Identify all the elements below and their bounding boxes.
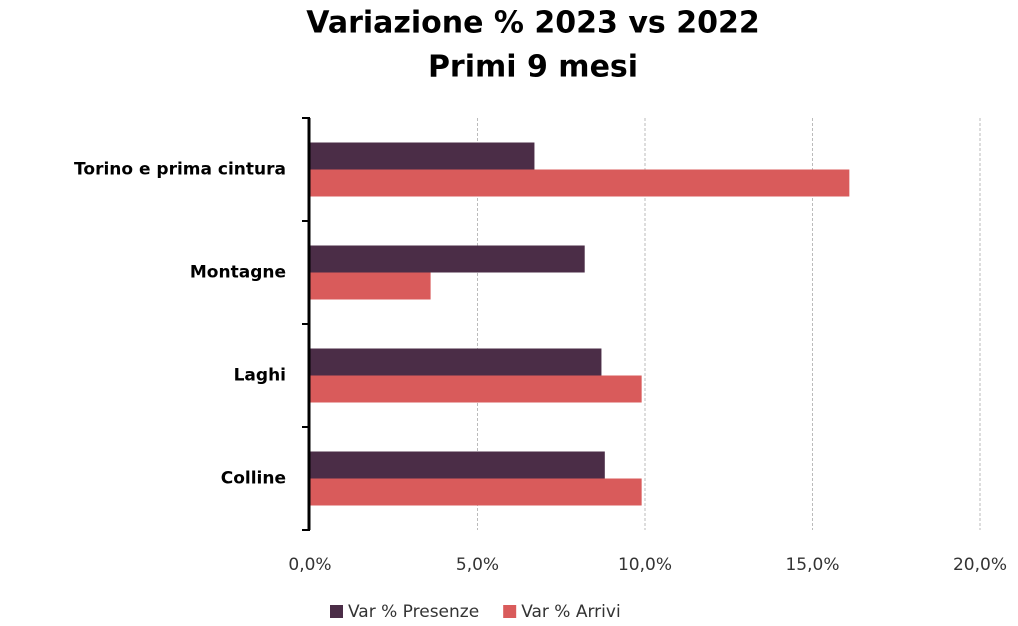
legend-swatch [503,605,517,618]
y-tick-label: Colline [221,469,286,489]
x-tick-label: 5,0% [456,555,499,575]
x-tick-label: 20,0% [953,555,1007,575]
chart-subtitle: Primi 9 mesi [428,50,638,85]
y-tick-label: Montagne [190,263,286,283]
y-tick-label: Torino e prima cintura [74,160,286,180]
bar [310,375,642,403]
bar [310,142,535,170]
x-tick-label: 10,0% [618,555,672,575]
y-tick-label: Laghi [234,366,286,386]
legend-label: Var % Presenze [348,602,479,622]
bar [310,451,605,479]
legend-label: Var % Arrivi [521,602,621,622]
bar [310,245,585,273]
x-tick-label: 0,0% [288,555,331,575]
x-tick-label: 15,0% [785,555,839,575]
bar [310,478,642,506]
bar [310,169,850,197]
bar [310,272,431,300]
chart-title: Variazione % 2023 vs 2022 [306,6,759,41]
bar [310,348,602,376]
legend-swatch [330,605,343,618]
